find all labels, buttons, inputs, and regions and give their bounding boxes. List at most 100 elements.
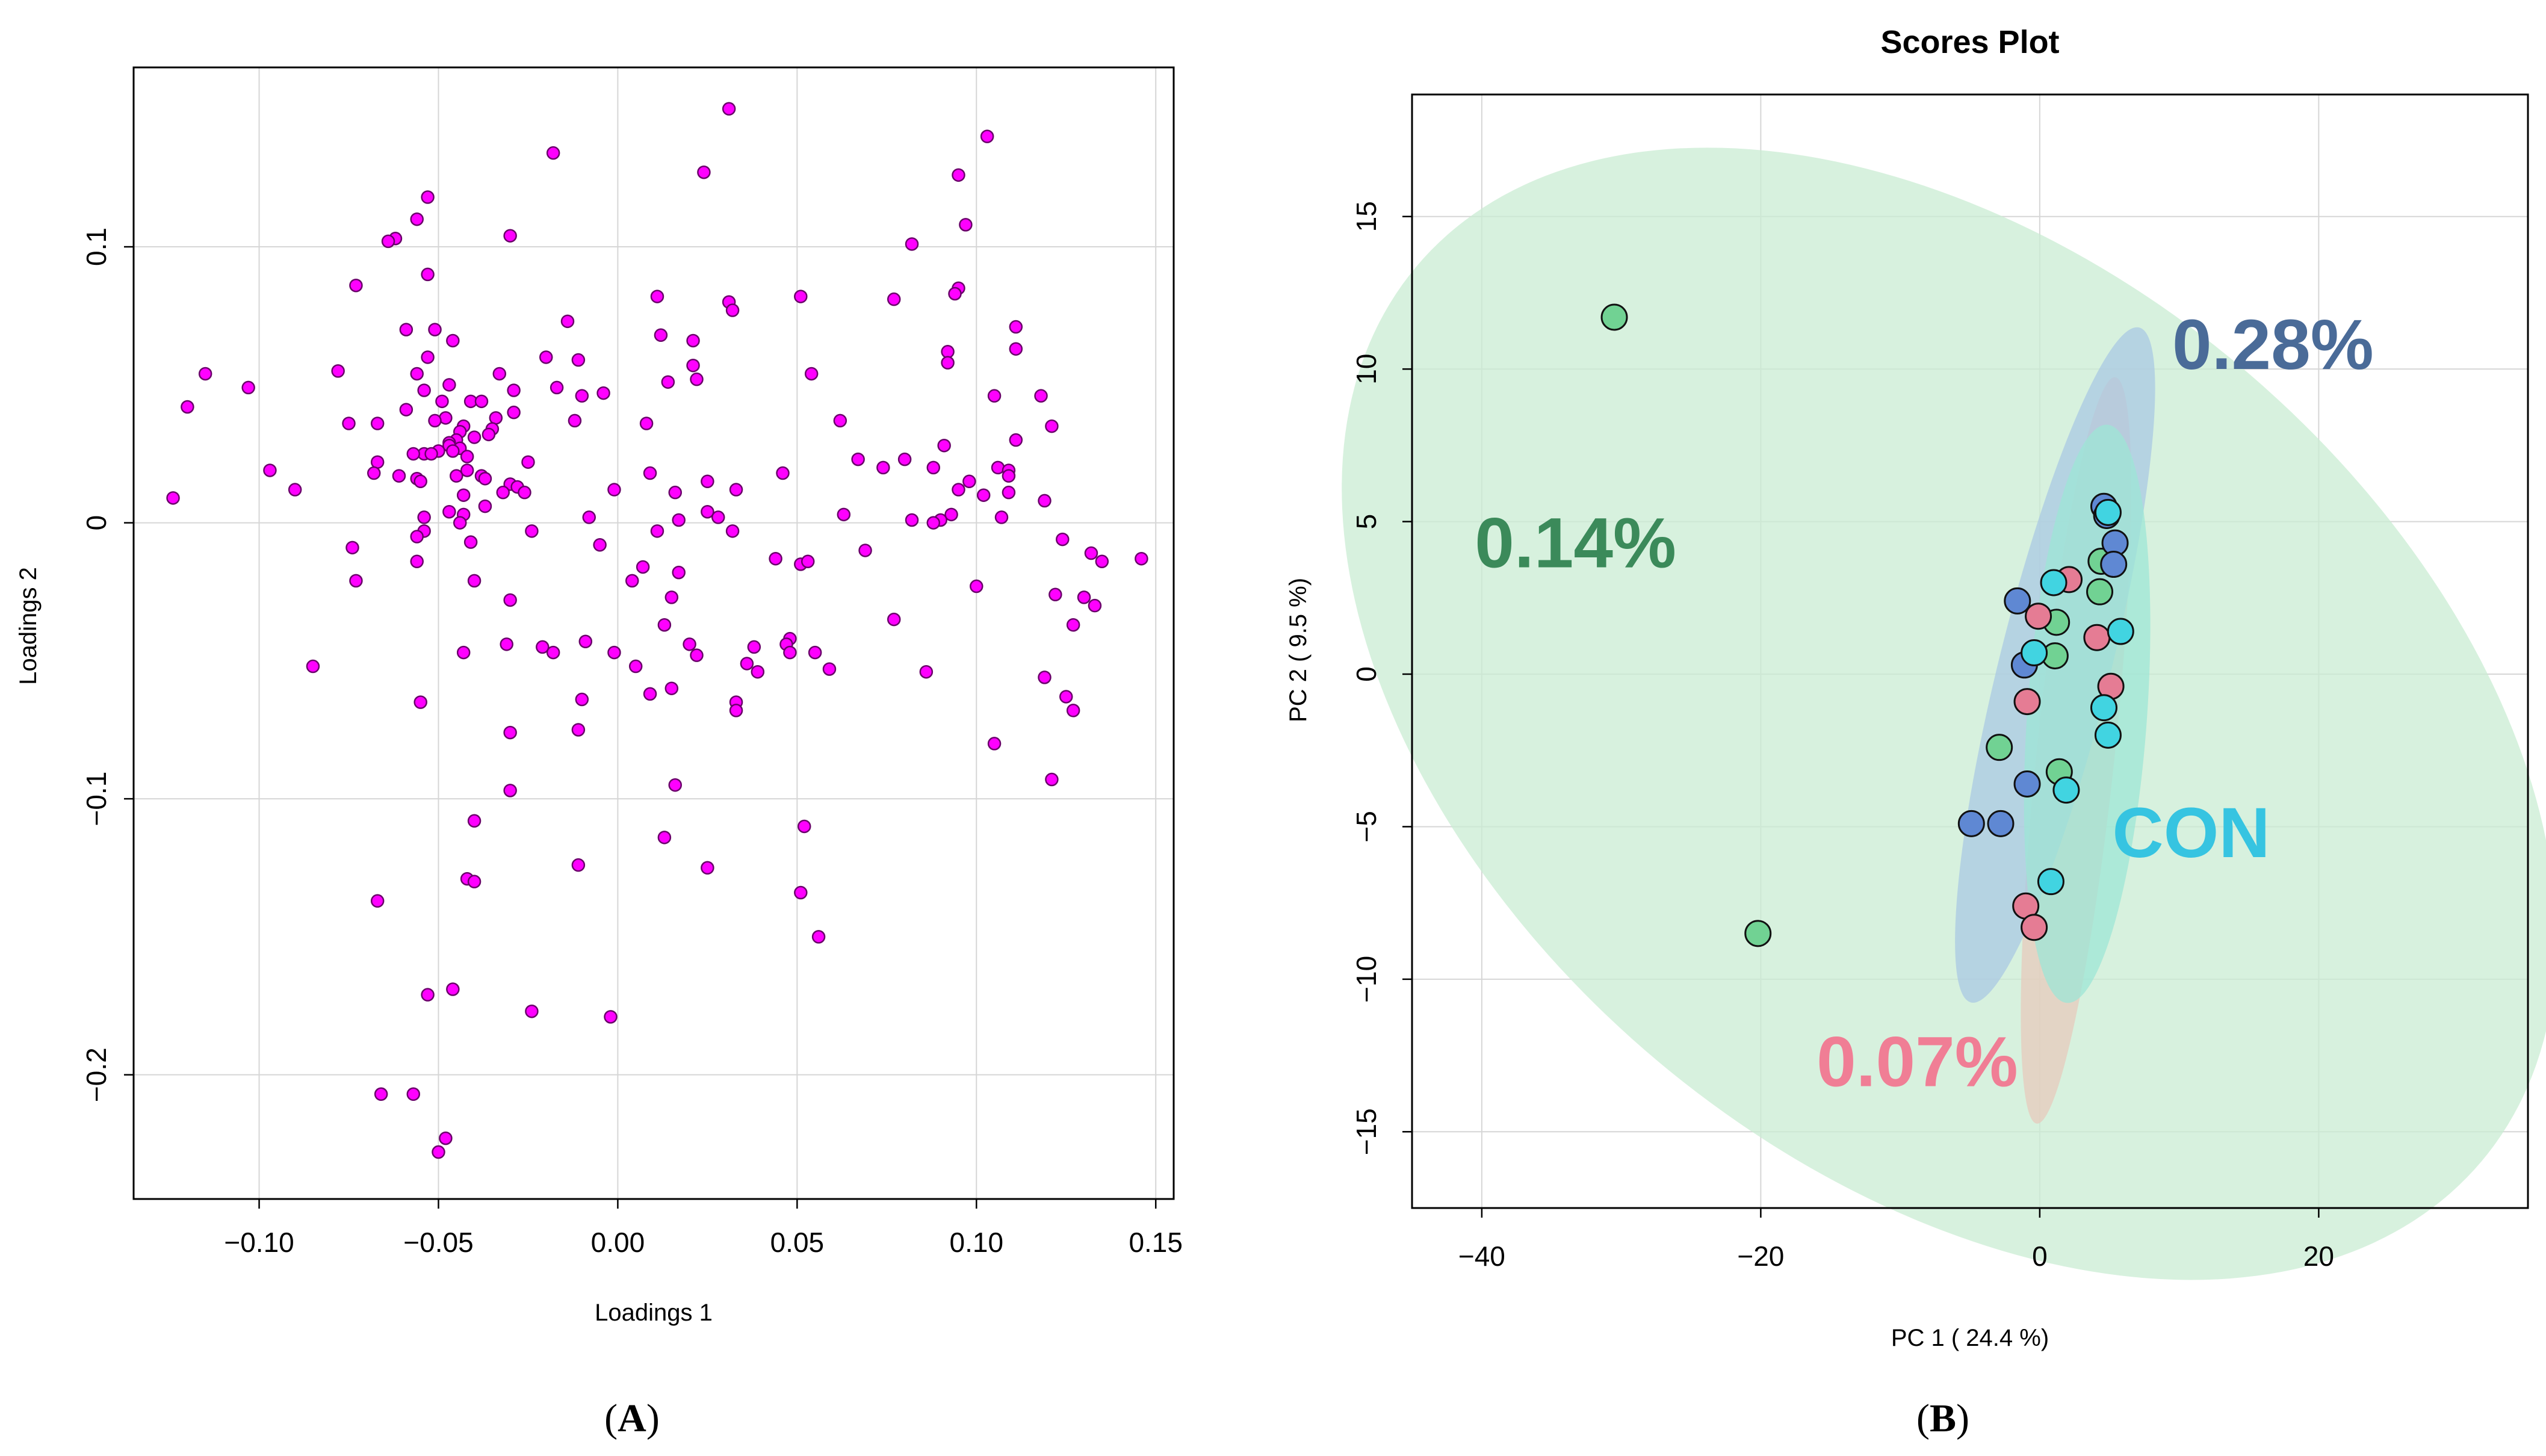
loading-point — [1034, 389, 1048, 403]
score-point-0-14pct — [1600, 303, 1628, 331]
loading-point — [560, 314, 575, 329]
score-point-0-07pct — [2021, 914, 2048, 941]
loading-point — [794, 885, 808, 900]
loading-point — [887, 612, 901, 627]
loading-point — [578, 634, 593, 649]
loading-point — [503, 784, 517, 798]
loadings-plot-frame — [132, 66, 1175, 1200]
scores-x-tick-label: −40 — [1458, 1241, 1505, 1272]
loading-point — [690, 648, 704, 662]
loading-point — [571, 353, 586, 367]
loading-point — [413, 474, 427, 489]
loading-point — [937, 438, 951, 453]
loading-point — [897, 452, 912, 466]
loading-point — [639, 417, 654, 430]
loadings-grid — [134, 67, 1174, 1199]
loading-point — [833, 414, 847, 428]
score-point-0-14pct — [1744, 920, 1772, 947]
loading-point — [1066, 618, 1080, 632]
loading-point — [546, 645, 560, 660]
score-point-0-28pct — [2013, 770, 2041, 798]
loading-point — [952, 168, 965, 182]
loading-point — [625, 574, 639, 588]
loading-point — [428, 414, 442, 428]
loadings-y-tick-label: −0.1 — [81, 772, 112, 826]
loading-point — [776, 466, 790, 480]
loading-point — [345, 541, 359, 555]
loading-point — [1002, 485, 1016, 500]
scores-x-label: PC 1 ( 24.4 %) — [1891, 1325, 2049, 1351]
loading-point — [525, 1004, 539, 1018]
loading-point — [628, 659, 643, 674]
loading-point — [446, 333, 460, 348]
loading-point — [769, 551, 782, 566]
loading-point — [1009, 342, 1023, 356]
scores-x-tick-label: 0 — [2032, 1241, 2048, 1272]
loadings-y-tick-label: −0.2 — [81, 1047, 112, 1102]
loadings-x-tick-label: 0.15 — [1129, 1227, 1183, 1258]
loadings-y-label: Loadings 2 — [15, 567, 42, 685]
loading-point — [926, 516, 941, 530]
loading-point — [421, 190, 435, 204]
loading-point — [725, 524, 740, 538]
loading-point — [539, 350, 553, 364]
panel-label-b: (B) — [1916, 1396, 1969, 1440]
loading-point — [1088, 598, 1102, 613]
loading-point — [417, 510, 431, 524]
panel-label-a: (A) — [604, 1396, 660, 1440]
loading-point — [410, 530, 424, 544]
loading-point — [722, 102, 736, 116]
loading-point — [263, 463, 277, 477]
loading-point — [392, 469, 406, 483]
loading-point — [467, 875, 482, 888]
loading-point — [421, 350, 435, 364]
loading-point — [198, 367, 212, 381]
loading-point — [546, 146, 560, 160]
loading-point — [442, 504, 456, 519]
loading-point — [783, 645, 797, 660]
loading-point — [1038, 671, 1052, 684]
loading-point — [668, 778, 683, 792]
loading-point — [976, 488, 991, 502]
loading-point — [636, 560, 650, 574]
loading-point — [664, 590, 679, 604]
loading-point — [668, 485, 683, 500]
loading-point — [987, 737, 1002, 751]
loading-point — [837, 507, 851, 522]
score-point-con — [2040, 569, 2067, 596]
loading-point — [962, 474, 976, 489]
loading-point — [288, 483, 302, 497]
loading-point — [1066, 704, 1080, 717]
score-point-0-14pct — [2086, 578, 2114, 606]
loading-point — [1095, 554, 1109, 569]
scores-x-tick-label: 20 — [2303, 1241, 2334, 1272]
loading-point — [970, 579, 983, 593]
score-point-0-28pct — [2100, 551, 2128, 578]
loadings-x-label: Loadings 1 — [595, 1300, 713, 1326]
loading-point — [690, 372, 704, 386]
loading-point — [467, 430, 482, 444]
loading-point — [1009, 433, 1023, 447]
loading-point — [657, 618, 672, 632]
loadings-x-tick-label: −0.05 — [403, 1227, 473, 1258]
loading-point — [747, 640, 761, 654]
loading-point — [478, 499, 492, 513]
loading-point — [643, 687, 657, 701]
loading-point — [460, 450, 474, 463]
loading-point — [794, 290, 808, 303]
loading-point — [181, 400, 194, 414]
loading-point — [858, 544, 872, 557]
loading-point — [959, 218, 973, 232]
loading-point — [941, 356, 955, 370]
loading-point — [507, 383, 521, 397]
loading-point — [725, 303, 740, 317]
loading-point — [550, 380, 564, 395]
loading-point — [571, 723, 586, 737]
loadings-y-tick-label: 0.1 — [81, 228, 112, 266]
loading-point — [948, 287, 962, 301]
loading-point — [1084, 546, 1098, 560]
loading-point — [1135, 551, 1148, 566]
loading-point — [1038, 494, 1052, 508]
loading-point — [568, 414, 582, 428]
score-point-con — [2052, 776, 2080, 804]
